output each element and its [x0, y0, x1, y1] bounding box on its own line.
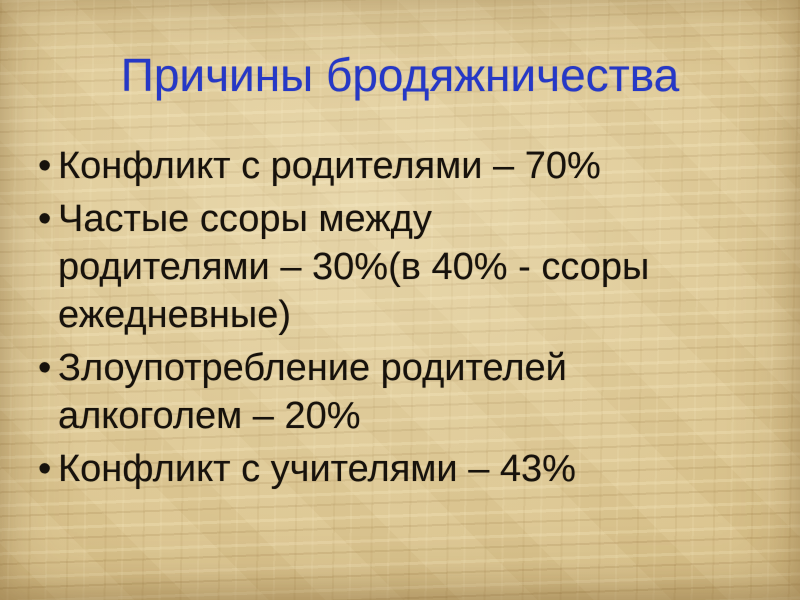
- bullet-item: • Частые ссоры между родителями – 30%(в …: [38, 195, 778, 339]
- bullet-icon: •: [38, 145, 52, 187]
- bullet-list: • Конфликт с родителями – 70% • Частые с…: [38, 142, 778, 498]
- bullet-icon: •: [38, 347, 52, 389]
- bullet-icon: •: [38, 198, 52, 240]
- bullet-text: Конфликт с учителями – 43%: [58, 448, 576, 490]
- slide-title: Причины бродяжничества: [120, 49, 680, 101]
- bullet-item: • Конфликт с родителями – 70%: [38, 142, 778, 190]
- bullet-text: Конфликт с родителями – 70%: [58, 145, 601, 187]
- bullet-text: Злоупотребление родителей алкоголем – 20…: [58, 347, 567, 437]
- bullet-icon: •: [38, 448, 52, 490]
- bullet-text: Частые ссоры между родителями – 30%(в 40…: [58, 198, 650, 336]
- bullet-item: • Злоупотребление родителей алкоголем – …: [38, 344, 778, 440]
- bullet-item: • Конфликт с учителями – 43%: [38, 445, 778, 493]
